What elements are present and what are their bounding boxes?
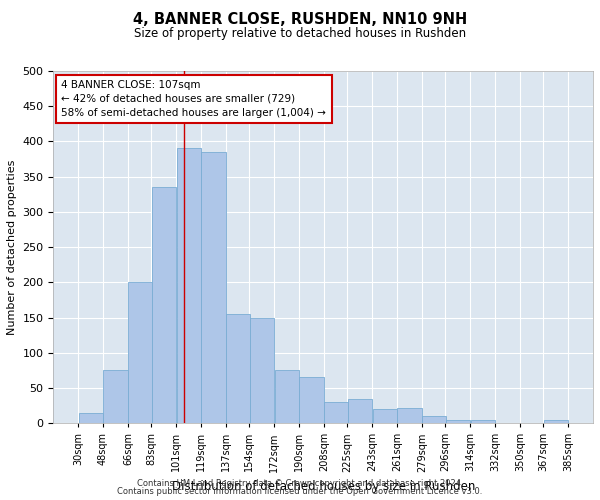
- Bar: [544, 420, 568, 423]
- Text: Size of property relative to detached houses in Rushden: Size of property relative to detached ho…: [134, 28, 466, 40]
- Text: 4 BANNER CLOSE: 107sqm
← 42% of detached houses are smaller (729)
58% of semi-de: 4 BANNER CLOSE: 107sqm ← 42% of detached…: [61, 80, 326, 118]
- Bar: [152, 187, 176, 423]
- Bar: [397, 408, 422, 423]
- Bar: [275, 370, 299, 423]
- Text: Contains public sector information licensed under the Open Government Licence v3: Contains public sector information licen…: [118, 487, 482, 496]
- Bar: [202, 152, 226, 423]
- Bar: [103, 370, 128, 423]
- Bar: [446, 420, 470, 423]
- Bar: [422, 416, 446, 423]
- Bar: [348, 398, 372, 423]
- Bar: [373, 409, 397, 423]
- Bar: [470, 420, 494, 423]
- X-axis label: Distribution of detached houses by size in Rushden: Distribution of detached houses by size …: [172, 480, 475, 493]
- Y-axis label: Number of detached properties: Number of detached properties: [7, 160, 17, 335]
- Bar: [79, 412, 103, 423]
- Text: Contains HM Land Registry data © Crown copyright and database right 2024.: Contains HM Land Registry data © Crown c…: [137, 478, 463, 488]
- Bar: [299, 378, 323, 423]
- Bar: [176, 148, 200, 423]
- Bar: [250, 318, 274, 423]
- Bar: [324, 402, 349, 423]
- Bar: [226, 314, 250, 423]
- Bar: [128, 282, 152, 423]
- Text: 4, BANNER CLOSE, RUSHDEN, NN10 9NH: 4, BANNER CLOSE, RUSHDEN, NN10 9NH: [133, 12, 467, 28]
